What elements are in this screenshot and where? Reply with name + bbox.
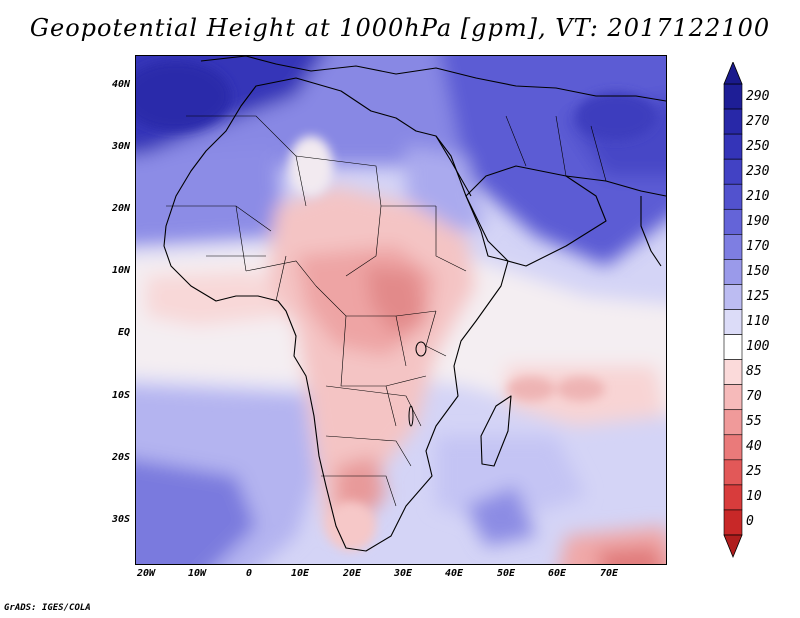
lon-tick-label: 60E — [547, 568, 567, 579]
lat-tick-label: 10N — [111, 265, 130, 276]
lon-tick-label: 50E — [496, 568, 516, 579]
lat-tick-label: 20S — [111, 452, 130, 463]
coastlines — [163, 56, 666, 552]
colorbar-label: 170 — [746, 238, 770, 254]
lat-tick-label: 20N — [111, 203, 130, 214]
colorbar-label: 250 — [746, 138, 770, 154]
colorbar-swatch — [723, 434, 743, 461]
colorbar-swatch — [723, 509, 743, 536]
lon-tick-label: 40E — [444, 568, 464, 579]
colorbar-label: 100 — [746, 339, 770, 355]
colorbar-label: 0 — [746, 514, 754, 530]
lon-tick-label: 10W — [187, 568, 207, 579]
colorbar-swatch — [723, 284, 743, 310]
lon-tick-label: 30E — [393, 568, 413, 579]
lon-tick-label: 0 — [245, 568, 253, 579]
colorbar-label: 190 — [746, 213, 770, 229]
lat-tick-label: EQ — [117, 327, 130, 338]
lat-tick-label: 30S — [111, 514, 130, 525]
colorbar-label: 55 — [746, 414, 762, 430]
colorbar-swatch — [723, 484, 743, 511]
colorbar-label: 110 — [746, 314, 770, 330]
lat-tick-label: 10S — [111, 390, 130, 401]
colorbar-swatch — [723, 133, 743, 160]
colorbar-swatch — [723, 234, 743, 260]
country-borders — [166, 115, 607, 507]
height-field-detail — [136, 61, 656, 551]
colorbar-swatch — [723, 108, 743, 135]
lat-tick-label: 40N — [111, 79, 130, 90]
lakes — [408, 341, 427, 427]
lat-tick-label: 30N — [111, 141, 130, 152]
lon-tick-label: 70E — [599, 568, 619, 579]
colorbar-bottom-arrow — [723, 534, 743, 559]
lon-tick-label: 20W — [136, 568, 156, 579]
colorbar-label: 125 — [746, 288, 770, 304]
colorbar — [723, 62, 743, 559]
map-plot-area — [135, 55, 667, 565]
map-title: Geopotential Height at 1000hPa [gpm], VT… — [29, 14, 771, 42]
colorbar-label: 85 — [746, 364, 762, 380]
colorbar-label: 290 — [746, 88, 770, 104]
lon-tick-label: 10E — [290, 568, 310, 579]
colorbar-swatch — [723, 359, 743, 385]
colorbar-swatch — [723, 384, 743, 411]
colorbar-swatch — [723, 259, 743, 285]
colorbar-swatch — [723, 334, 743, 360]
colorbar-label: 70 — [746, 389, 762, 405]
colorbar-label: 270 — [746, 113, 770, 129]
colorbar-label: 40 — [746, 439, 762, 455]
colorbar-swatch — [723, 208, 743, 235]
colorbar-label: 210 — [746, 188, 770, 204]
colorbar-swatch — [723, 459, 743, 486]
colorbar-swatch — [723, 409, 743, 436]
colorbar-swatch — [723, 309, 743, 335]
colorbar-swatch — [723, 158, 743, 185]
grads-credit: GrADS: IGES/COLA — [4, 603, 91, 613]
colorbar-top-arrow — [723, 62, 743, 85]
colorbar-label: 25 — [746, 464, 762, 480]
colorbar-label: 150 — [746, 263, 770, 279]
lon-tick-label: 20E — [342, 568, 362, 579]
geopotential-map — [136, 56, 666, 564]
colorbar-label: 10 — [746, 489, 762, 505]
colorbar-swatch — [723, 83, 743, 110]
colorbar-label: 230 — [746, 163, 770, 179]
colorbar-swatch — [723, 183, 743, 210]
